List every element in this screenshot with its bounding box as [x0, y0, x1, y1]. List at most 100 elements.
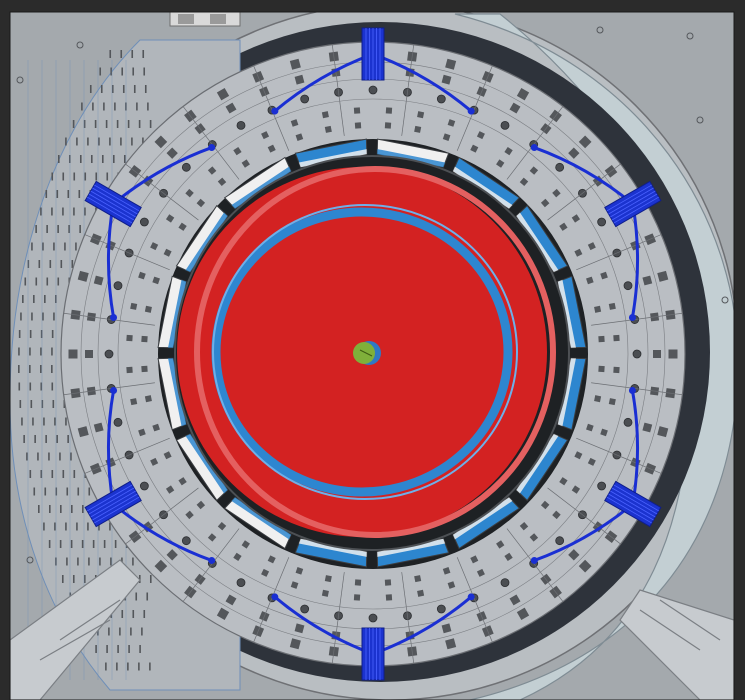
- outer-module: [154, 135, 168, 149]
- inner-module-ring: [126, 107, 620, 601]
- inner-module: [324, 575, 332, 583]
- module-divider: [253, 557, 290, 643]
- barrel-slot: [52, 400, 55, 408]
- barrel-slot: [57, 225, 59, 233]
- module-divider: [253, 65, 290, 151]
- barrel-slot: [40, 365, 42, 373]
- inner-module: [414, 125, 422, 133]
- inner-module: [290, 119, 299, 127]
- barrel-slot: [46, 225, 48, 233]
- inner-module: [504, 146, 513, 156]
- inner-module: [540, 198, 550, 208]
- inner-module: [165, 485, 175, 494]
- barrel-slot: [66, 557, 68, 566]
- barrel-slot: [33, 487, 36, 496]
- inner-module: [196, 198, 206, 208]
- barrel-slot: [21, 417, 23, 426]
- inner-module: [552, 510, 561, 520]
- module-divider: [331, 44, 345, 136]
- barrel-slot: [98, 137, 100, 146]
- inner-module: [529, 533, 539, 542]
- inner-module: [353, 107, 361, 114]
- barrel-slot: [131, 50, 134, 58]
- module-connector: [436, 94, 446, 104]
- barrel-slot: [54, 417, 56, 426]
- barrel-slot: [144, 85, 147, 93]
- inner-module: [559, 477, 568, 486]
- cable-terminal: [467, 593, 475, 601]
- top-bracket: [169, 12, 241, 27]
- outer-module: [77, 426, 89, 438]
- inner-module: [384, 579, 392, 586]
- annulus-inner-strip: [231, 166, 292, 209]
- inner-module: [594, 305, 602, 313]
- annulus-inner-strip: [185, 433, 228, 494]
- barrel-slot: [43, 522, 45, 531]
- barrel-slot: [99, 67, 102, 76]
- barrel-slot: [68, 225, 70, 233]
- cable-strand: [88, 193, 135, 221]
- barrel-slot: [20, 312, 22, 321]
- barrel-slot: [37, 452, 39, 461]
- inner-module: [417, 111, 425, 119]
- barrel-slot: [71, 505, 73, 513]
- red-disk-highlight-rim: [194, 166, 556, 538]
- outer-module: [68, 349, 78, 359]
- module-connector: [555, 536, 565, 546]
- barrel-slot: [40, 330, 43, 338]
- cable-strand: [88, 487, 135, 515]
- inner-module: [185, 510, 194, 520]
- inner-module: [559, 222, 568, 231]
- barrel-slot: [60, 505, 62, 513]
- outer-module: [216, 607, 230, 620]
- inner-module: [586, 276, 594, 285]
- cable-bundle: [84, 180, 142, 228]
- inner-module: [385, 107, 393, 114]
- barrel-slot: [62, 172, 65, 181]
- barrel-slot: [73, 172, 76, 181]
- inner-module: [130, 302, 138, 310]
- barrel-slot: [29, 382, 32, 391]
- outer-module: [568, 549, 580, 561]
- barrel-slot: [63, 400, 66, 408]
- cable-terminal: [110, 386, 118, 394]
- inner-module: [178, 222, 187, 231]
- barrel-slot: [18, 330, 21, 338]
- barrel-slot: [65, 522, 67, 531]
- barrel-slot: [127, 120, 130, 128]
- inner-blue-ring-highlight: [212, 204, 518, 500]
- barrel-slot: [82, 505, 84, 513]
- barrel-slot: [34, 435, 36, 443]
- barrel-slot: [23, 435, 25, 443]
- mounting-holes: [16, 26, 729, 564]
- barrel-slot: [136, 102, 138, 111]
- barrel-slot: [22, 295, 24, 303]
- barrel-slot: [73, 470, 76, 478]
- inner-module: [150, 242, 159, 251]
- barrel-slot: [89, 85, 92, 93]
- barrel-slot: [138, 662, 140, 671]
- inner-module: [447, 581, 456, 589]
- outer-module: [642, 422, 653, 433]
- module-divider: [401, 572, 415, 664]
- barrel-slot: [81, 102, 83, 111]
- inner-module: [587, 242, 596, 251]
- barrel-slot: [121, 67, 124, 76]
- outer-module: [568, 147, 580, 159]
- module-divider: [182, 106, 240, 180]
- barrel-slot: [29, 365, 31, 373]
- mounting-hole: [721, 296, 729, 304]
- mounting-hole: [596, 26, 604, 34]
- inner-module: [321, 111, 329, 119]
- barrel-slot: [79, 225, 81, 233]
- barrel-slot: [112, 155, 115, 163]
- inner-module: [442, 133, 451, 141]
- barrel-slot: [132, 67, 135, 76]
- barrel-slot: [76, 137, 78, 146]
- barrel-slot: [51, 347, 53, 356]
- barrel-slot: [128, 645, 130, 653]
- inner-module: [598, 335, 605, 343]
- annulus-inner-strip: [168, 358, 187, 427]
- barrel-slot: [87, 137, 89, 146]
